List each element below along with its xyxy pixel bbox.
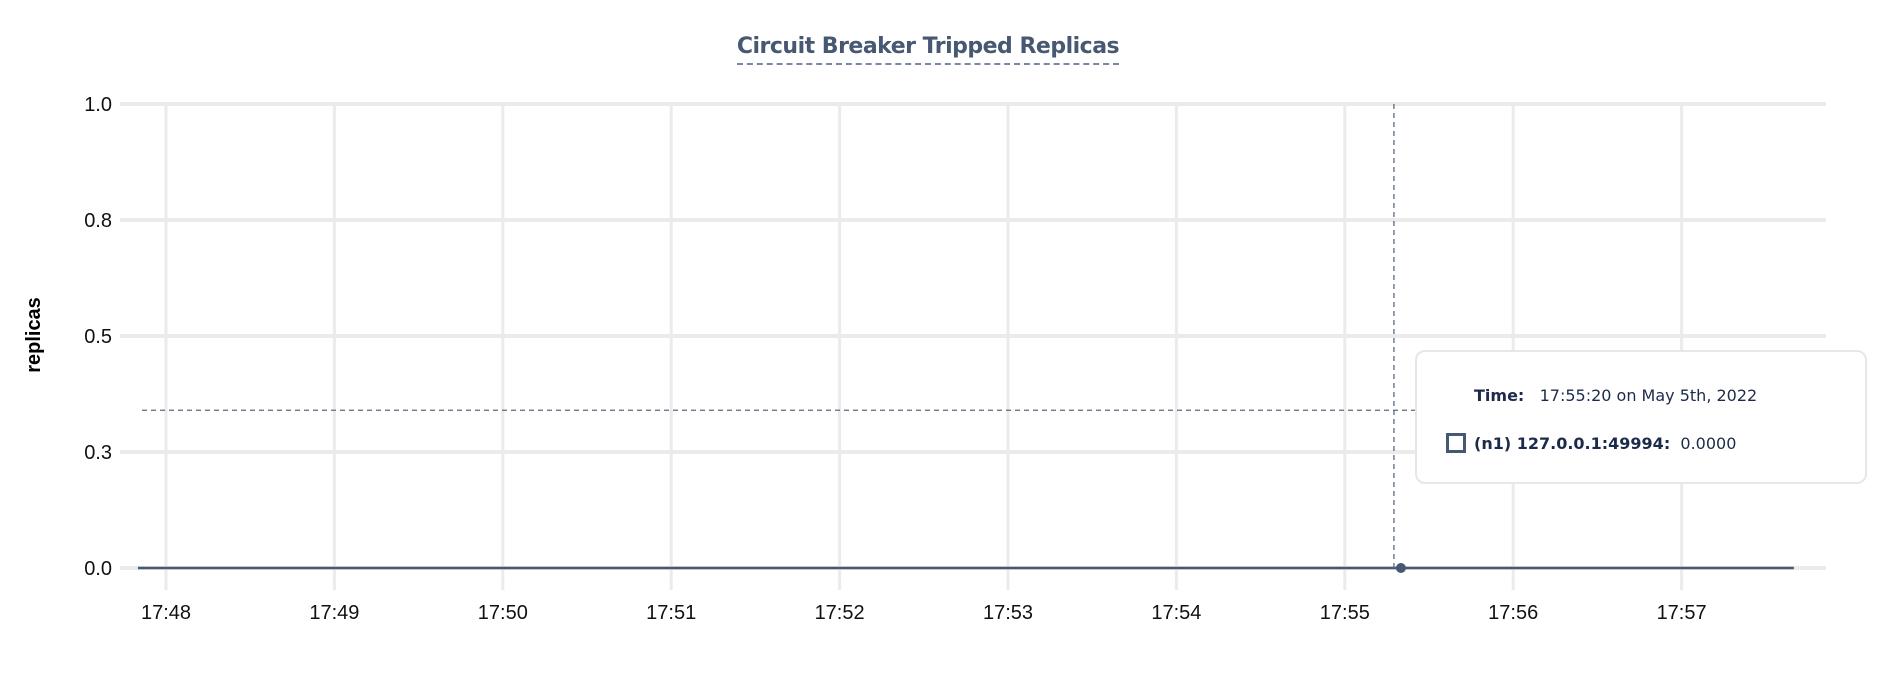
x-tick-label: 17:54 [1151, 602, 1201, 624]
y-tick-label: 0.0 [84, 558, 112, 580]
x-tick-label: 17:48 [141, 602, 191, 624]
x-tick-label: 17:53 [983, 602, 1033, 624]
x-tick-label: 17:57 [1657, 602, 1707, 624]
x-tick-label: 17:55 [1320, 602, 1370, 624]
tooltip-time: Time: 17:55:20 on May 5th, 2022 [1474, 386, 1758, 405]
y-tick-label: 0.5 [84, 326, 112, 348]
y-axis-label: replicas [23, 297, 45, 373]
x-tick-label: 17:49 [309, 602, 359, 624]
x-tick-label: 17:51 [646, 602, 696, 624]
y-tick-label: 0.8 [84, 210, 112, 232]
tooltip-series: (n1) 127.0.0.1:49994: 0.0000 [1446, 433, 1736, 453]
tooltip: Time: 17:55:20 on May 5th, 2022 (n1) 127… [1415, 350, 1867, 484]
x-tick-label: 17:50 [478, 602, 528, 624]
x-tick-label: 17:52 [815, 602, 865, 624]
y-tick-label: 1.0 [84, 94, 112, 116]
x-tick-label: 17:56 [1488, 602, 1538, 624]
chart-title: Circuit Breaker Tripped Replicas [0, 34, 1856, 65]
hover-point [1395, 563, 1406, 573]
y-tick-label: 0.3 [84, 442, 112, 464]
series-swatch-icon [1446, 433, 1466, 453]
